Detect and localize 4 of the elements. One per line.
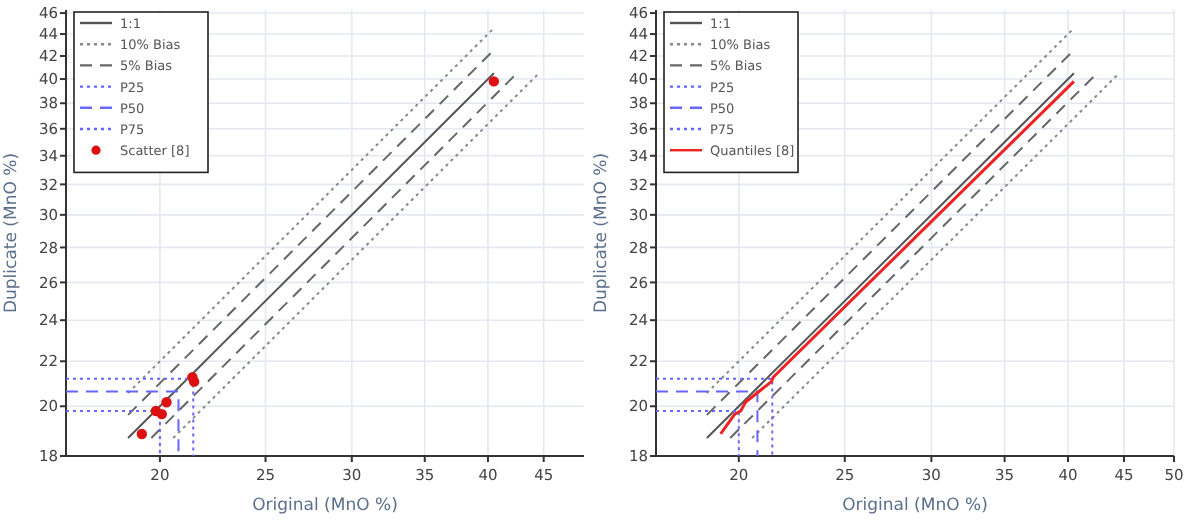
x-axis-title: Original (MnO %): [252, 496, 398, 516]
x-axis-title: Original (MnO %): [842, 496, 988, 516]
y-axis-title: Duplicate (MnO %): [2, 152, 22, 314]
y-axis-title: Duplicate (MnO %): [592, 152, 612, 314]
